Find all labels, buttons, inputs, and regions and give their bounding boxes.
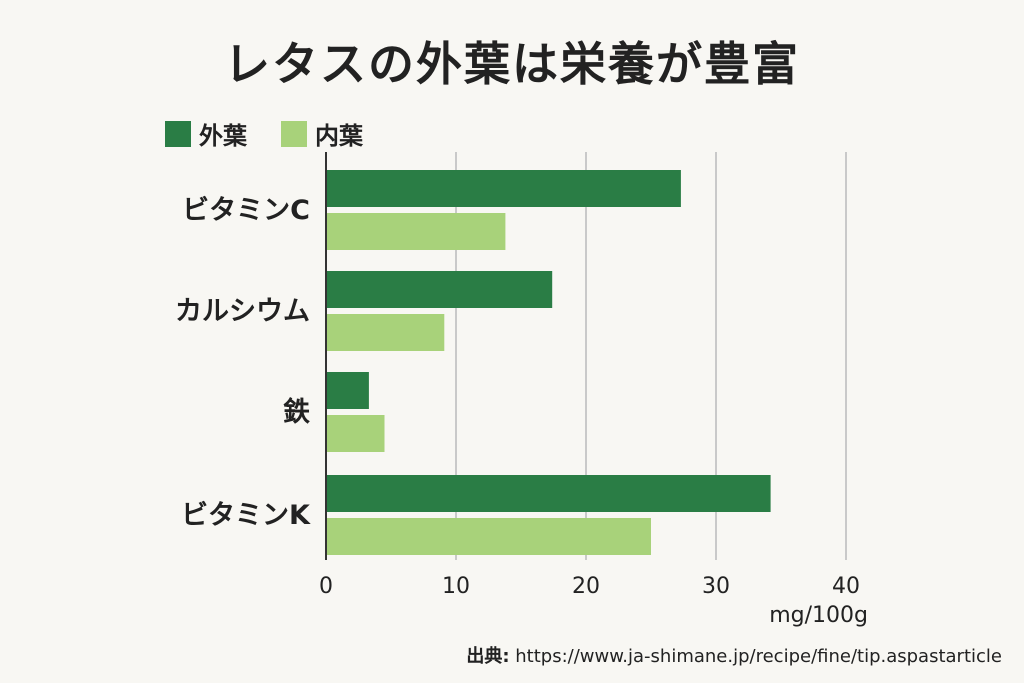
bar-outer (327, 475, 771, 512)
bar-outer (327, 271, 553, 308)
bar-outer (327, 372, 369, 409)
legend-label-inner: 内葉 (315, 122, 363, 150)
bar-inner (327, 518, 651, 555)
bar-inner (327, 314, 445, 351)
x-unit-label: mg/100g (769, 603, 868, 628)
bar-inner (327, 213, 506, 250)
source-label: 出典: (466, 646, 510, 667)
legend: 外葉 内葉 (165, 116, 397, 151)
legend-label-outer: 外葉 (199, 122, 247, 150)
x-tick-label: 30 (702, 574, 730, 599)
source-note: 出典: https://www.ja-shimane.jp/recipe/fin… (466, 642, 1002, 668)
x-tick-label: 20 (572, 574, 600, 599)
x-tick-label: 10 (442, 574, 470, 599)
source-url: https://www.ja-shimane.jp/recipe/fine/ti… (515, 646, 1002, 667)
legend-item-inner: 内葉 (281, 116, 363, 151)
chart-title: レタスの外葉は栄養が豊富 (224, 37, 800, 91)
legend-swatch-outer (165, 120, 191, 147)
category-label: カルシウム (175, 296, 310, 327)
legend-item-outer: 外葉 (165, 116, 247, 151)
legend-swatch-inner (281, 120, 307, 147)
category-label: 鉄 (283, 396, 310, 428)
x-tick-label: 0 (319, 574, 333, 599)
category-label: ビタミンC (182, 195, 310, 226)
x-tick-label: 40 (832, 574, 860, 599)
category-label: ビタミンK (181, 500, 311, 531)
bar-outer (327, 170, 681, 207)
bar-inner (327, 415, 385, 452)
